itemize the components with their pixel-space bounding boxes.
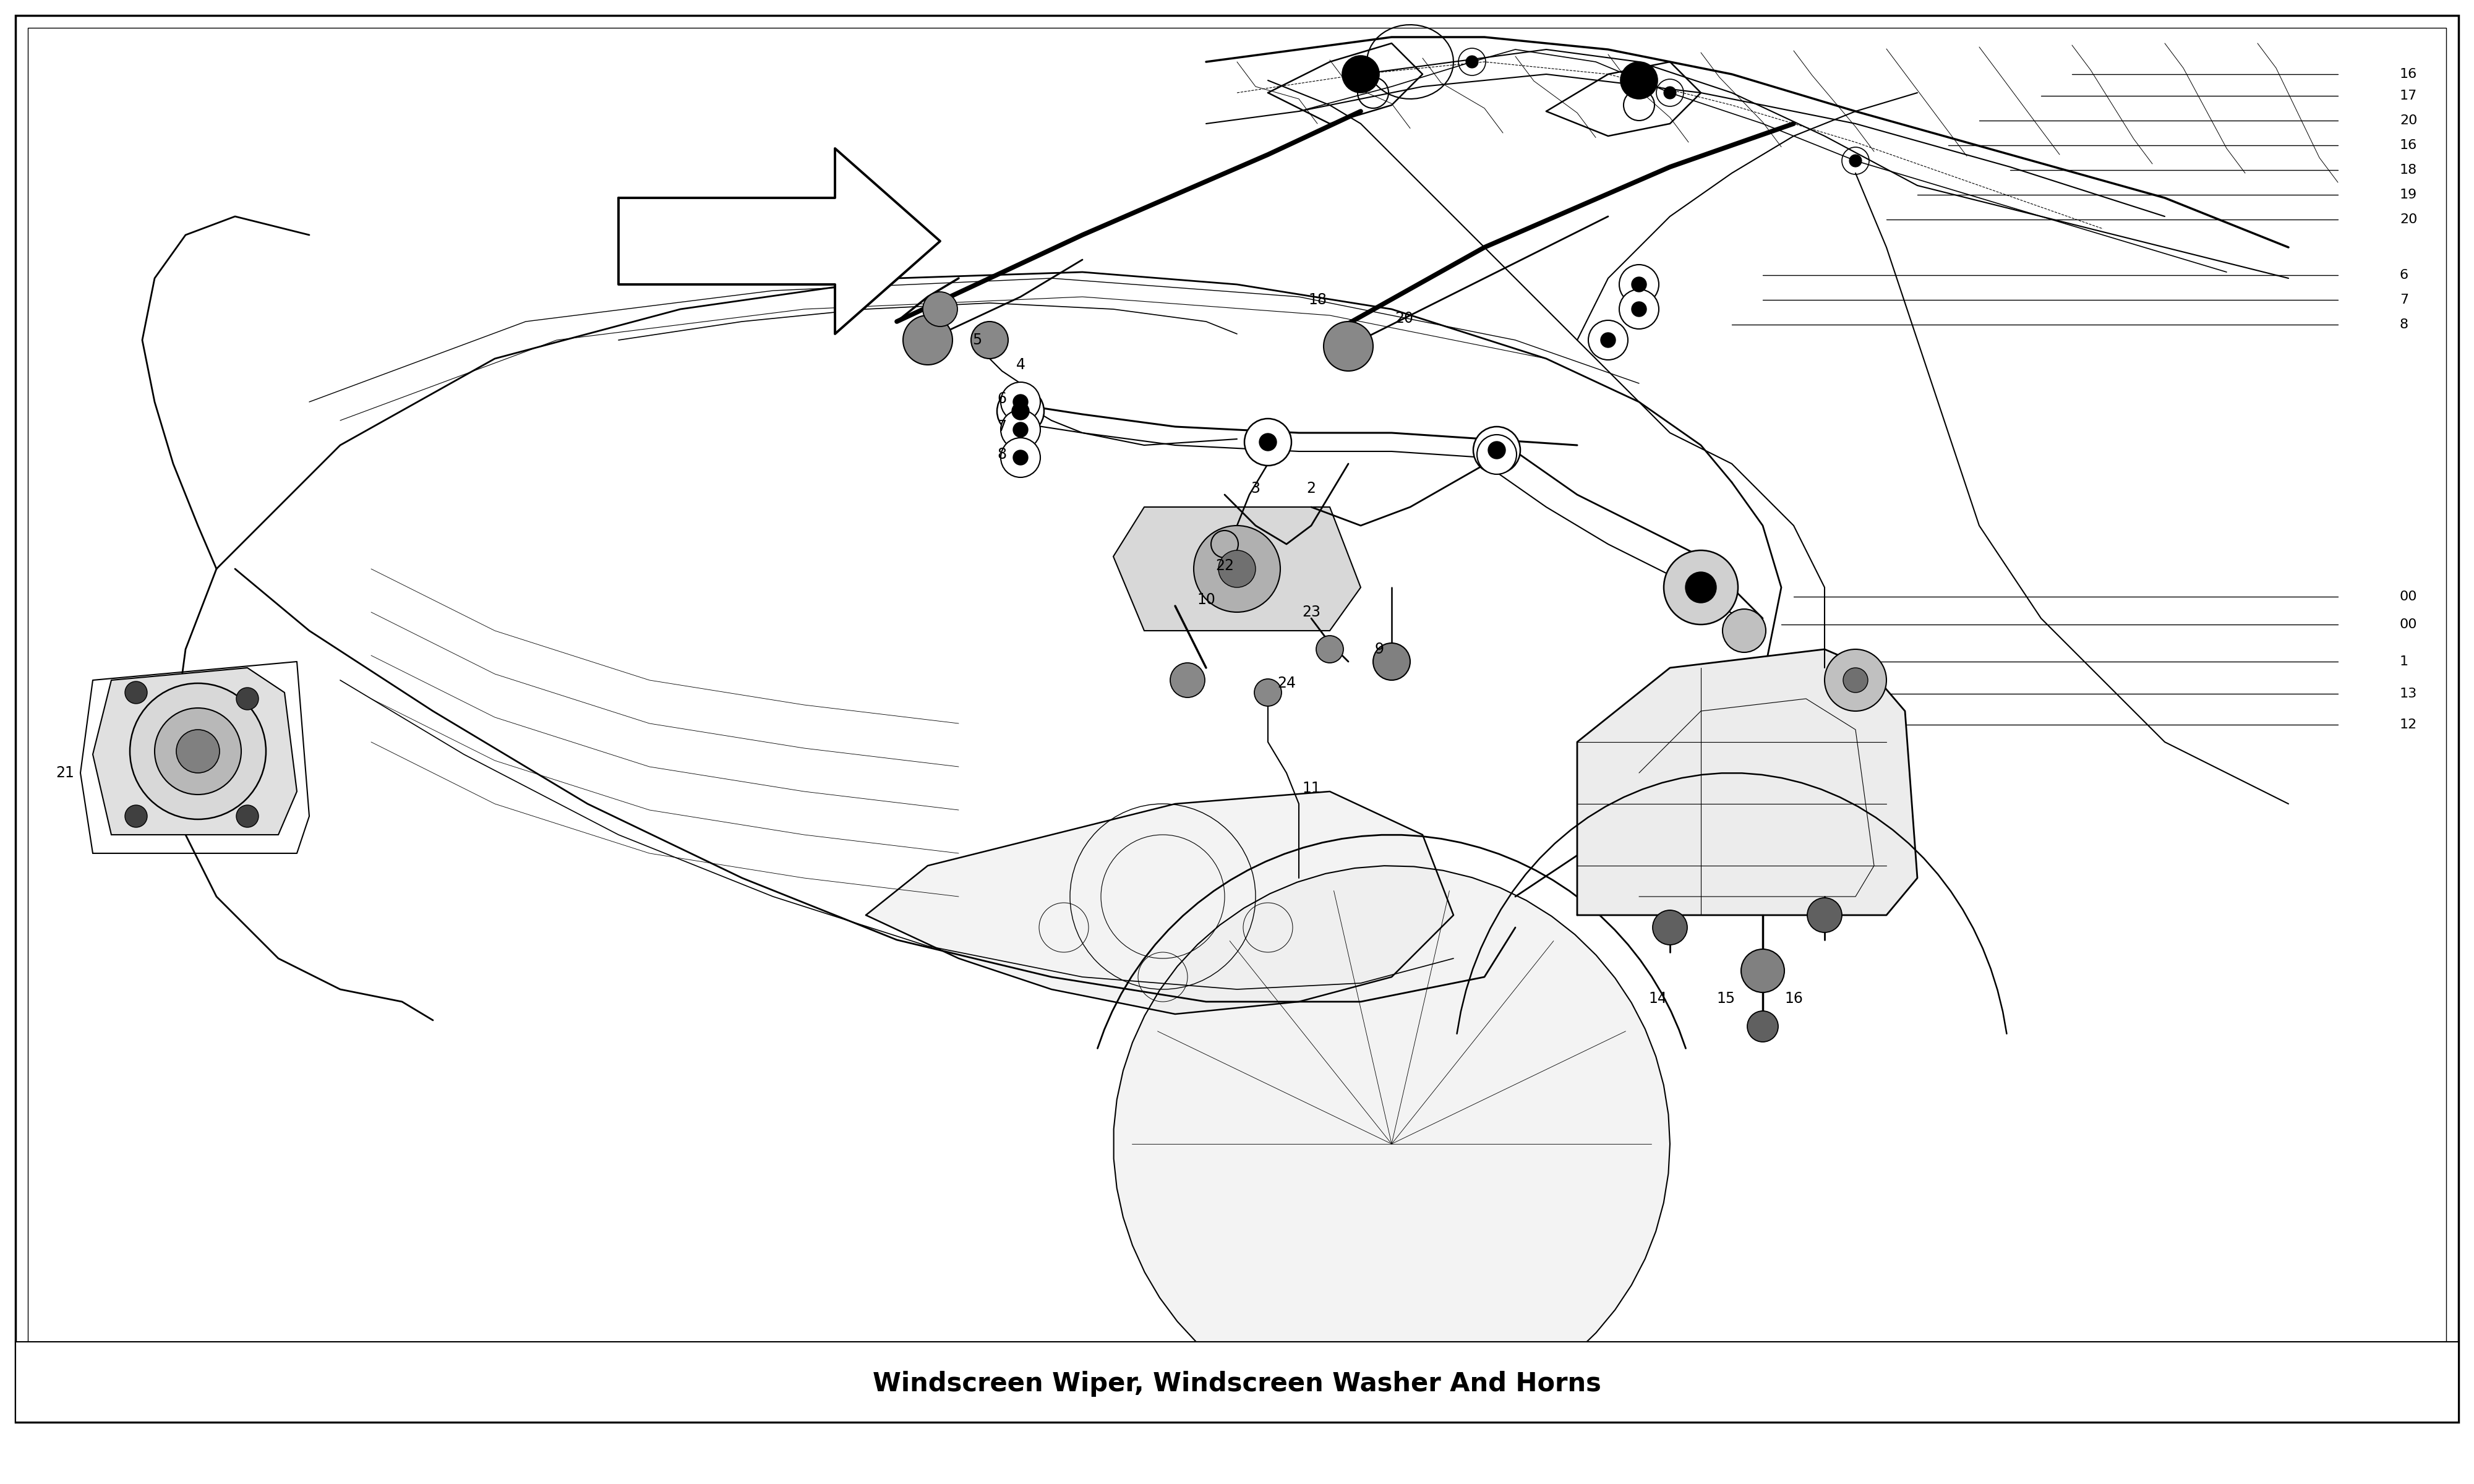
Circle shape [1217,551,1257,588]
Text: 10: 10 [1197,592,1215,607]
Text: 15: 15 [1717,991,1734,1006]
Bar [15,1342,2459,1422]
Circle shape [997,387,1044,435]
Text: 20: 20 [2400,114,2417,126]
Polygon shape [866,791,1455,1014]
Circle shape [1826,650,1888,711]
Polygon shape [1113,865,1670,1422]
Text: 3: 3 [1252,481,1259,496]
Text: 18: 18 [1309,292,1326,307]
Circle shape [129,683,267,819]
Circle shape [1316,635,1343,663]
Circle shape [1653,910,1687,945]
Text: 22: 22 [1215,558,1235,573]
Text: 16: 16 [2400,139,2417,151]
Circle shape [1843,668,1868,693]
Circle shape [1475,427,1519,473]
Text: 9: 9 [1376,641,1383,656]
Text: 20: 20 [1395,312,1413,326]
Text: 16: 16 [2400,68,2417,80]
Text: 6: 6 [997,392,1007,407]
Circle shape [970,322,1009,359]
Circle shape [1851,154,1863,166]
Circle shape [1601,332,1616,347]
Circle shape [1620,62,1658,99]
Circle shape [1244,418,1291,466]
Text: 4: 4 [1017,358,1024,372]
Circle shape [999,438,1039,478]
Circle shape [1259,433,1277,451]
Text: 5: 5 [972,332,982,347]
Circle shape [999,410,1039,450]
Text: Windscreen Wiper, Windscreen Washer And Horns: Windscreen Wiper, Windscreen Washer And … [873,1371,1601,1396]
Circle shape [238,804,257,828]
Text: 24: 24 [1277,675,1296,690]
Text: 8: 8 [2400,319,2410,331]
Circle shape [176,730,220,773]
Circle shape [923,292,957,326]
Circle shape [1633,301,1648,316]
Circle shape [999,381,1039,421]
Circle shape [1014,450,1029,464]
Circle shape [1806,898,1841,932]
Text: 00: 00 [2400,619,2417,631]
Polygon shape [1578,650,1917,916]
Circle shape [1663,86,1677,99]
Circle shape [1324,322,1373,371]
Text: 23: 23 [1301,605,1321,620]
Circle shape [1465,55,1479,68]
Text: 17: 17 [2400,89,2417,102]
Circle shape [1633,278,1648,292]
Text: 1: 1 [2400,656,2410,668]
Circle shape [1192,525,1282,611]
Circle shape [1341,55,1380,92]
Circle shape [1618,264,1658,304]
Text: 14: 14 [1648,991,1667,1006]
Circle shape [1170,663,1205,697]
Circle shape [1685,571,1717,603]
Text: 18: 18 [2400,163,2417,177]
Circle shape [153,708,242,794]
Text: 2: 2 [1306,481,1316,496]
Text: 7: 7 [997,418,1007,433]
Circle shape [1722,608,1766,653]
Circle shape [1663,551,1737,625]
Text: 13: 13 [2400,687,2417,700]
Text: 8: 8 [997,447,1007,462]
Circle shape [1254,680,1282,706]
Circle shape [126,681,148,703]
Circle shape [1588,321,1628,359]
Text: 7: 7 [2400,294,2410,306]
Circle shape [1477,435,1517,475]
Polygon shape [94,668,297,834]
Circle shape [1489,442,1504,459]
Text: 20: 20 [2400,214,2417,226]
Text: 19: 19 [2400,188,2417,200]
Circle shape [1373,643,1410,680]
Circle shape [1014,395,1029,410]
Circle shape [1747,1011,1779,1042]
Circle shape [1618,289,1658,329]
Text: 00: 00 [2400,591,2417,603]
Polygon shape [618,148,940,334]
Polygon shape [1113,508,1361,631]
Text: 11: 11 [1301,781,1321,795]
Text: 21: 21 [57,766,74,781]
Circle shape [1012,402,1029,420]
Text: 16: 16 [1784,991,1804,1006]
Circle shape [1014,423,1029,438]
Text: 12: 12 [2400,718,2417,730]
Circle shape [903,315,952,365]
Circle shape [238,687,257,709]
Circle shape [1742,950,1784,993]
Text: 6: 6 [2400,269,2410,282]
Circle shape [126,804,148,828]
